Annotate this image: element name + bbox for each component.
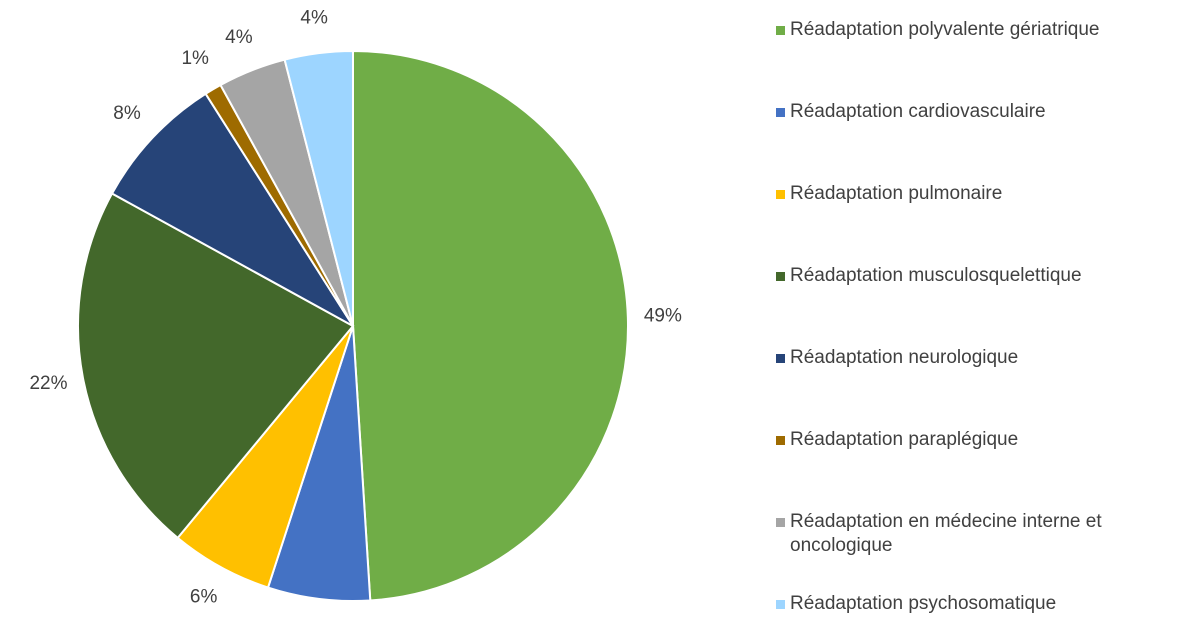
legend-item: Réadaptation psychosomatique [776,592,1186,616]
legend-label: Réadaptation musculosquelettique [790,265,1082,286]
legend-item: Réadaptation en médecine interne et onco… [776,510,1186,558]
data-label: 1% [181,48,209,69]
legend-item: Réadaptation cardiovasculaire [776,100,1186,124]
legend-swatch [776,108,785,117]
legend-label: Réadaptation paraplégique [790,429,1019,450]
pie-slice [110,92,354,327]
data-label: 4% [225,27,253,48]
legend-swatch [776,518,785,527]
legend-label: Réadaptation en médecine interne et onco… [790,511,1102,556]
legend-swatch [776,26,785,35]
legend-item: Réadaptation musculosquelettique [776,264,1186,288]
legend-swatch [776,436,785,445]
legend-label: Réadaptation psychosomatique [790,593,1057,614]
legend-swatch [776,600,785,609]
legend-label: Réadaptation neurologique [790,347,1019,368]
data-label: 49% [644,305,682,326]
legend-item: Réadaptation paraplégique [776,428,1186,452]
pie-slice [352,49,629,602]
data-label: 8% [113,103,141,124]
pie-slice [283,49,354,327]
data-label: 4% [300,7,328,28]
legend-item: Réadaptation pulmonaire [776,182,1186,206]
legend-swatch [776,272,785,281]
data-label: 6% [190,587,218,608]
pie-slice [77,192,355,540]
legend-label: Réadaptation pulmonaire [790,183,1003,204]
legend-label: Réadaptation cardiovasculaire [790,101,1046,122]
legend-item: Réadaptation polyvalente gériatrique [776,18,1186,42]
legend-swatch [776,190,785,199]
legend-swatch [776,354,785,363]
legend-label: Réadaptation polyvalente gériatrique [790,19,1100,40]
data-label: 22% [29,373,67,394]
legend-item: Réadaptation neurologique [776,346,1186,370]
